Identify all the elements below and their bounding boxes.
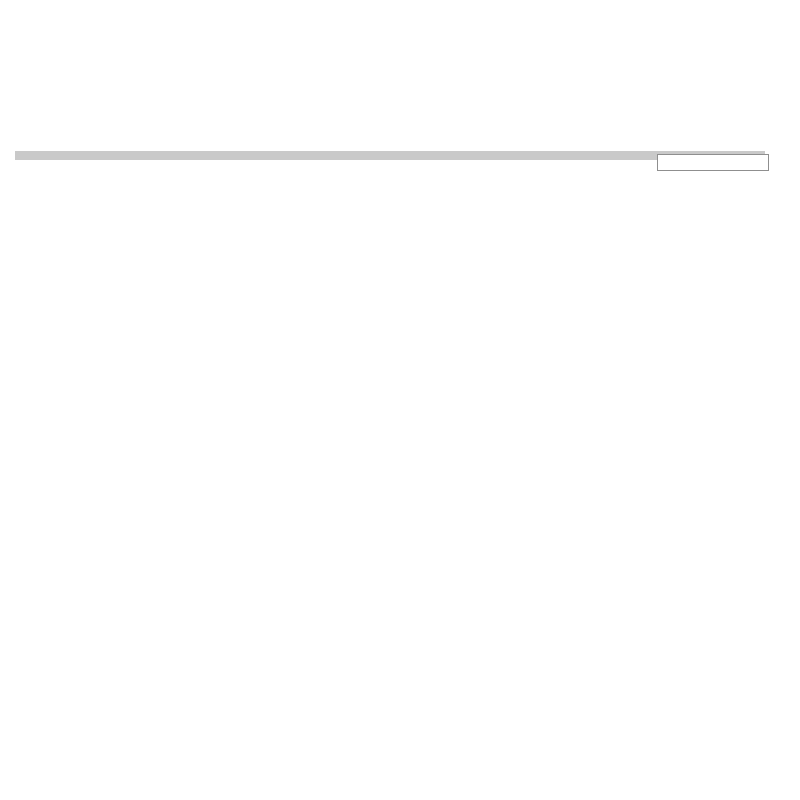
pump-title-box (657, 154, 769, 171)
scrollbar-track[interactable] (15, 151, 765, 160)
